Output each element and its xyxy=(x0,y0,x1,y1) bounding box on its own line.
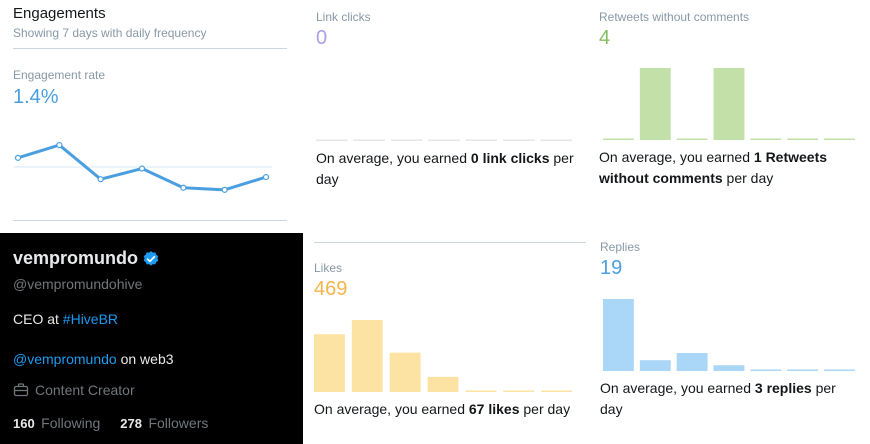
replies-average: On average, you earned 3 replies per day xyxy=(600,380,836,417)
profile-mention-line: @vempromundo on web3 xyxy=(13,351,174,367)
engagements-subtitle: Showing 7 days with daily frequency xyxy=(13,26,207,40)
briefcase-icon xyxy=(13,383,29,397)
data-point xyxy=(180,184,187,191)
bar xyxy=(465,139,498,141)
bar xyxy=(427,376,459,392)
likes-chart xyxy=(314,320,572,392)
retweets-chart xyxy=(603,68,855,140)
replies-label: Replies xyxy=(600,240,641,254)
bar xyxy=(351,320,383,392)
data-point xyxy=(138,165,146,172)
bar xyxy=(750,369,782,371)
bar xyxy=(639,360,671,371)
bar xyxy=(824,138,855,140)
bar xyxy=(639,68,671,140)
bar xyxy=(713,68,745,140)
profile-card: vempromundo @vempromundohive CEO at #Hiv… xyxy=(0,233,303,444)
engagement-rate-value: 1.4% xyxy=(13,86,59,108)
data-point xyxy=(97,176,104,183)
divider xyxy=(13,220,287,221)
bar xyxy=(787,138,819,140)
bar xyxy=(389,352,421,392)
bar xyxy=(314,334,345,392)
divider xyxy=(13,48,287,49)
bar xyxy=(503,139,535,141)
profile-category: Content Creator xyxy=(13,382,135,398)
verified-badge-icon xyxy=(143,250,159,266)
hashtag-link[interactable]: #HiveBR xyxy=(62,311,119,327)
likes-average: On average, you earned 67 likes per day xyxy=(314,401,571,417)
profile-name-row: vempromundo xyxy=(13,248,160,269)
likes-value: 469 xyxy=(314,278,348,300)
data-point xyxy=(262,173,270,181)
bar xyxy=(787,369,819,371)
bar xyxy=(390,139,423,141)
likes-label: Likes xyxy=(314,261,343,275)
bar xyxy=(750,138,782,140)
bar xyxy=(353,139,385,141)
bar xyxy=(713,365,745,371)
bar xyxy=(603,138,634,140)
bar xyxy=(603,299,634,371)
bar xyxy=(428,139,460,141)
data-point xyxy=(221,186,228,193)
engagement-rate-chart xyxy=(14,141,272,193)
link-clicks-label: Link clicks xyxy=(316,10,371,24)
profile-handle: @vempromundohive xyxy=(13,276,143,292)
engagement-rate-label: Engagement rate xyxy=(13,68,106,82)
bar xyxy=(465,390,497,392)
bar xyxy=(676,138,708,140)
bar xyxy=(540,139,572,141)
link-clicks-chart xyxy=(316,139,572,141)
following-link[interactable]: 160 Following xyxy=(13,415,101,431)
bar xyxy=(503,390,535,392)
mention-link[interactable]: @vempromundo xyxy=(13,351,117,367)
divider xyxy=(314,242,586,243)
data-point xyxy=(56,141,63,149)
profile-stats: 160 Following 278 Followers xyxy=(13,415,208,433)
bar xyxy=(541,390,572,392)
profile-bio: CEO at #HiveBR xyxy=(13,311,119,327)
retweets-label: Retweets without comments xyxy=(599,10,750,24)
engagements-title: Engagements xyxy=(13,5,106,22)
bar xyxy=(676,353,708,371)
profile-name[interactable]: vempromundo xyxy=(13,248,139,268)
retweets-average: On average, you earned 1 Retweets withou… xyxy=(599,149,828,186)
data-point xyxy=(14,154,22,161)
followers-link[interactable]: 278 Followers xyxy=(120,415,209,431)
link-clicks-value: 0 xyxy=(316,27,328,49)
bar xyxy=(824,369,855,371)
replies-chart xyxy=(603,299,855,371)
link-clicks-average: On average, you earned 0 link clicks per… xyxy=(316,150,574,187)
bar xyxy=(316,139,348,141)
retweets-value: 4 xyxy=(599,27,611,49)
replies-value: 19 xyxy=(600,257,623,279)
